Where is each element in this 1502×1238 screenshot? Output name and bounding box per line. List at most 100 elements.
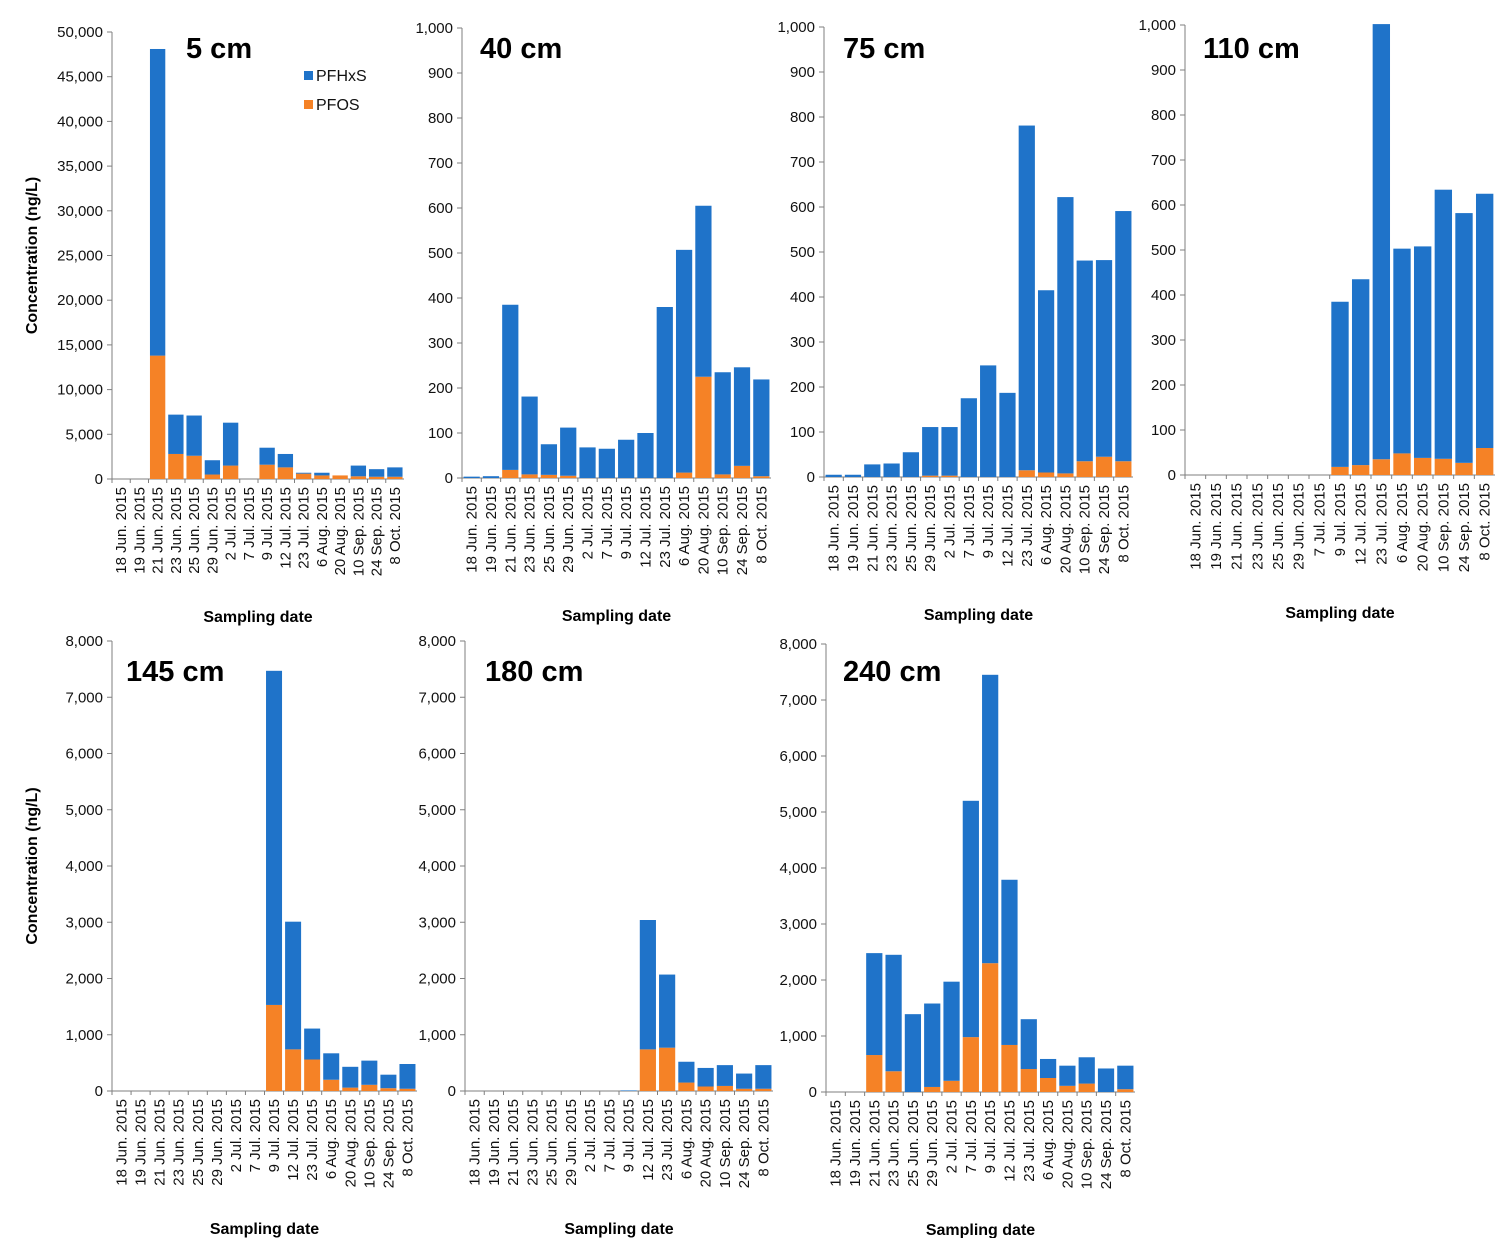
bar-pfhxs: [560, 427, 577, 476]
y-tick-label: 7,000: [65, 689, 103, 706]
x-axis-title: Sampling date: [203, 609, 312, 626]
x-tick-label: 21 Jun. 2015: [505, 1099, 522, 1186]
y-tick-label: 6,000: [418, 746, 456, 763]
bar-pfos: [1095, 456, 1113, 477]
bar-pfhxs: [736, 1073, 753, 1089]
bar-pfos: [1475, 448, 1494, 475]
panel-title: 240 cm: [843, 656, 941, 688]
y-tick-label: 500: [1151, 242, 1176, 259]
bar-pfhxs: [222, 422, 239, 466]
x-axis-title: Sampling date: [562, 608, 671, 625]
panel-title: 180 cm: [485, 656, 583, 688]
bar-pfhxs: [866, 953, 883, 1056]
y-tick-label: 300: [790, 334, 815, 351]
bar-pfos: [943, 1080, 960, 1092]
x-tick-label: 20 Aug. 2015: [342, 1099, 359, 1187]
x-tick-label: 19 Jun. 2015: [483, 486, 500, 573]
bar-pfhxs: [540, 444, 558, 475]
bar-pfhxs: [639, 920, 656, 1050]
bar-pfos: [1117, 1089, 1134, 1092]
bar-pfos: [736, 1088, 753, 1091]
bar-pfhxs: [1020, 1019, 1037, 1070]
y-tick-label: 0: [448, 1083, 456, 1100]
panel-title: 145 cm: [126, 656, 224, 688]
x-tick-label: 9 Jul. 2015: [618, 486, 635, 559]
bar-pfhxs: [924, 1003, 941, 1087]
bar-pfhxs: [1331, 301, 1349, 467]
x-tick-label: 8 Oct. 2015: [1115, 485, 1132, 563]
bar-pfos: [733, 465, 751, 478]
x-tick-label: 12 Jul. 2015: [999, 485, 1016, 567]
bar-pfhxs: [904, 1014, 922, 1092]
x-axis-title: Sampling date: [924, 607, 1033, 624]
bar-pfos: [295, 473, 312, 479]
x-tick-label: 19 Jun. 2015: [845, 485, 862, 572]
x-tick-label: 6 Aug. 2015: [1394, 483, 1411, 563]
y-tick-label: 1,000: [777, 19, 815, 36]
bar-pfos: [1372, 459, 1391, 475]
x-tick-label: 9 Jul. 2015: [266, 1099, 283, 1172]
y-tick-label: 4,000: [418, 858, 456, 875]
x-tick-label: 19 Jun. 2015: [133, 1099, 150, 1186]
y-tick-label: 0: [807, 469, 815, 486]
y-tick-label: 5,000: [779, 804, 817, 821]
y-tick-label: 1,000: [1138, 17, 1176, 34]
x-tick-label: 21 Jun. 2015: [150, 487, 167, 574]
y-tick-label: 15,000: [57, 337, 103, 354]
y-tick-label: 6,000: [779, 748, 817, 765]
x-tick-label: 25 Jun. 2015: [544, 1099, 561, 1186]
x-tick-label: 20 Aug. 2015: [695, 486, 712, 574]
bar-pfhxs: [637, 433, 654, 478]
bar-pfhxs: [1078, 1057, 1095, 1084]
x-tick-label: 2 Jul. 2015: [942, 485, 959, 558]
x-tick-label: 23 Jun. 2015: [884, 485, 901, 572]
y-tick-label: 100: [790, 424, 815, 441]
y-tick-label: 1,000: [418, 1027, 456, 1044]
bar-pfhxs: [1434, 189, 1453, 459]
bar-pfhxs: [825, 474, 842, 477]
y-axis-title: Concentration (ng/L): [24, 177, 41, 334]
bar-pfhxs: [864, 464, 881, 477]
x-tick-label: 8 Oct. 2015: [387, 487, 404, 565]
bar-pfhxs: [716, 1065, 733, 1086]
x-tick-label: 23 Jul. 2015: [1373, 483, 1390, 565]
x-tick-label: 2 Jul. 2015: [223, 487, 240, 560]
x-tick-label: 21 Jun. 2015: [152, 1099, 169, 1186]
bar-pfhxs: [1475, 193, 1494, 448]
x-tick-label: 7 Jul. 2015: [1311, 483, 1328, 556]
bar-pfos: [168, 453, 184, 479]
x-tick-label: 20 Aug. 2015: [1059, 1100, 1076, 1188]
bar-pfhxs: [980, 365, 997, 477]
bar-pfos: [259, 464, 275, 479]
y-tick-label: 10,000: [57, 382, 103, 399]
bar-pfhxs: [844, 474, 862, 477]
x-tick-label: 23 Jun. 2015: [168, 487, 185, 574]
y-tick-label: 2,000: [418, 971, 456, 988]
bar-pfhxs: [999, 392, 1016, 477]
x-tick-label: 7 Jul. 2015: [963, 1100, 980, 1173]
bar-pfhxs: [579, 447, 596, 478]
y-tick-label: 45,000: [57, 69, 103, 86]
x-tick-label: 10 Sep. 2015: [1435, 483, 1452, 572]
bar-pfhxs: [304, 1028, 321, 1060]
y-tick-label: 0: [1168, 467, 1176, 484]
bar-pfhxs: [982, 674, 999, 964]
bar-pfos: [399, 1088, 416, 1091]
y-tick-label: 2,000: [779, 972, 817, 989]
bar-pfhxs: [753, 379, 770, 477]
bar-pfhxs: [620, 1090, 637, 1091]
x-tick-label: 24 Sep. 2015: [380, 1099, 397, 1188]
bar-pfos: [941, 475, 958, 477]
x-tick-label: 25 Jun. 2015: [190, 1099, 207, 1186]
x-tick-label: 12 Jul. 2015: [285, 1099, 302, 1181]
x-tick-label: 23 Jun. 2015: [171, 1099, 188, 1186]
bar-pfhxs: [883, 463, 900, 477]
bar-pfhxs: [1001, 879, 1018, 1045]
x-tick-label: 25 Jun. 2015: [1270, 483, 1287, 570]
y-tick-label: 8,000: [779, 636, 817, 653]
x-tick-label: 21 Jun. 2015: [502, 486, 519, 573]
bar-pfos: [1037, 472, 1055, 477]
panel-title: 40 cm: [480, 33, 562, 65]
y-tick-label: 5,000: [418, 802, 456, 819]
